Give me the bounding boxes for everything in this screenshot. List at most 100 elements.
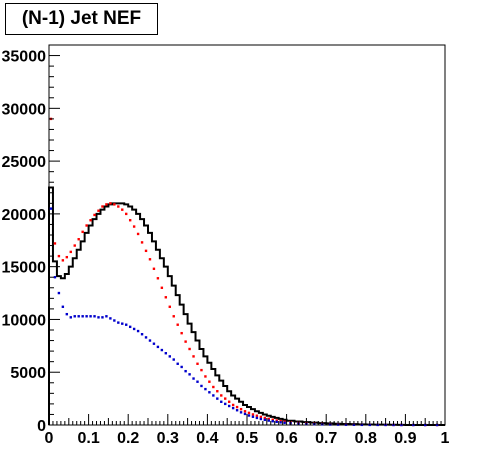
series-2-point <box>144 336 148 339</box>
series-1-point <box>77 238 80 241</box>
series-2-point <box>176 362 179 365</box>
series-2-point <box>224 402 227 406</box>
series-2-point <box>279 421 282 424</box>
series-2-point <box>73 315 76 318</box>
series-1-point <box>136 232 140 236</box>
series-1-point <box>247 411 251 415</box>
series-1-point <box>216 390 219 393</box>
y-tick-label: 25000 <box>2 154 47 171</box>
series-2-point <box>117 321 120 324</box>
series-2-point <box>132 327 136 331</box>
series-1-point <box>93 213 96 217</box>
series-2-point <box>204 387 207 391</box>
x-tick-label: 0.1 <box>77 430 99 447</box>
series-1-point <box>188 347 191 351</box>
series-2-point <box>247 414 251 417</box>
series-1-point <box>251 413 255 416</box>
series-1-point <box>259 415 263 419</box>
series-1-point <box>224 397 227 400</box>
x-tick-label: 1 <box>441 430 450 447</box>
series-2-point <box>200 384 203 388</box>
y-tick-label: 10000 <box>2 312 47 329</box>
series-1-point <box>212 385 215 389</box>
series-2-point <box>220 400 223 403</box>
axis-layer: 0 0.1 0.2 0.3 0.4 0.5 0.6 0.7 0.8 0.9 1 0 5000 10000 1… <box>2 44 450 447</box>
series-1-point <box>53 242 57 245</box>
series-1-point <box>57 254 61 258</box>
series-2-point <box>113 319 116 322</box>
series-1-point <box>89 219 92 222</box>
series-2-point <box>184 369 187 373</box>
series-2-point <box>239 411 243 414</box>
series-2-point <box>53 276 57 279</box>
series-1-point <box>196 362 199 365</box>
series-2-point <box>275 420 278 424</box>
series-1-point <box>192 355 195 358</box>
series-1-point <box>267 417 270 421</box>
series-2-point <box>148 339 152 342</box>
series-2-point <box>212 394 215 397</box>
series-2-point <box>121 322 124 325</box>
plot-frame <box>48 44 446 426</box>
series-1-point <box>160 286 164 289</box>
series-1-point <box>220 394 223 397</box>
series-1-point <box>168 305 171 308</box>
series-2-point <box>109 317 112 320</box>
series-1-point <box>156 277 160 280</box>
series-1-point <box>235 405 239 409</box>
series-2-point <box>255 416 259 420</box>
series-2-point <box>69 316 72 319</box>
series-1-point <box>204 375 207 378</box>
series-2-point <box>81 315 84 318</box>
x-tick-label: 0.4 <box>196 430 218 447</box>
series-1-point <box>125 212 128 216</box>
chart-title: (N-1) Jet NEF <box>5 3 158 35</box>
series-1-point <box>164 296 168 299</box>
series-2-point <box>152 342 156 345</box>
x-tick-label: 0 <box>45 430 54 447</box>
series-2-point <box>61 305 65 308</box>
series-1-point <box>227 400 231 403</box>
series-2-point <box>57 291 61 295</box>
series-2-point <box>128 325 132 329</box>
x-tick-label: 0.6 <box>275 430 297 447</box>
series-2-point <box>89 315 92 318</box>
series-1-point <box>97 209 100 212</box>
series-1-point <box>109 202 112 205</box>
series-1-point <box>239 407 243 411</box>
series-2-point <box>140 333 144 336</box>
y-tick-label: 15000 <box>2 260 47 277</box>
series-2-point <box>125 323 128 326</box>
series-1-point <box>65 255 69 259</box>
series-1-point <box>148 258 152 261</box>
y-tick-label: 0 <box>37 418 46 435</box>
series-2-point <box>160 348 164 352</box>
series-2-point <box>164 352 168 355</box>
series-2-point <box>267 419 270 422</box>
series-1-point <box>69 250 72 254</box>
series-1-point <box>144 249 148 253</box>
series-2-point <box>227 404 231 408</box>
series-1-point <box>263 416 267 420</box>
x-tick-label: 0.5 <box>236 430 258 447</box>
series-1-point <box>61 259 65 262</box>
series-1-point <box>279 419 282 423</box>
series-2-point <box>156 345 160 349</box>
x-tick-label: 0.7 <box>315 430 337 447</box>
series-1-point <box>184 340 187 343</box>
series-2-point <box>235 409 239 412</box>
series-1-point <box>275 419 278 422</box>
series-2-point <box>263 418 267 422</box>
series-2-point <box>168 355 171 358</box>
series-1-point <box>140 241 144 244</box>
y-tick-label: 30000 <box>2 101 47 118</box>
series-1-point <box>243 410 247 413</box>
series-2-point <box>77 315 80 318</box>
series-1-point <box>85 224 88 227</box>
series-1-point <box>208 380 211 383</box>
series-2-point <box>259 417 263 421</box>
series-2-point <box>180 365 183 369</box>
series-1-point <box>117 205 120 208</box>
series-2-point <box>136 329 140 333</box>
series-2-point <box>208 391 211 394</box>
